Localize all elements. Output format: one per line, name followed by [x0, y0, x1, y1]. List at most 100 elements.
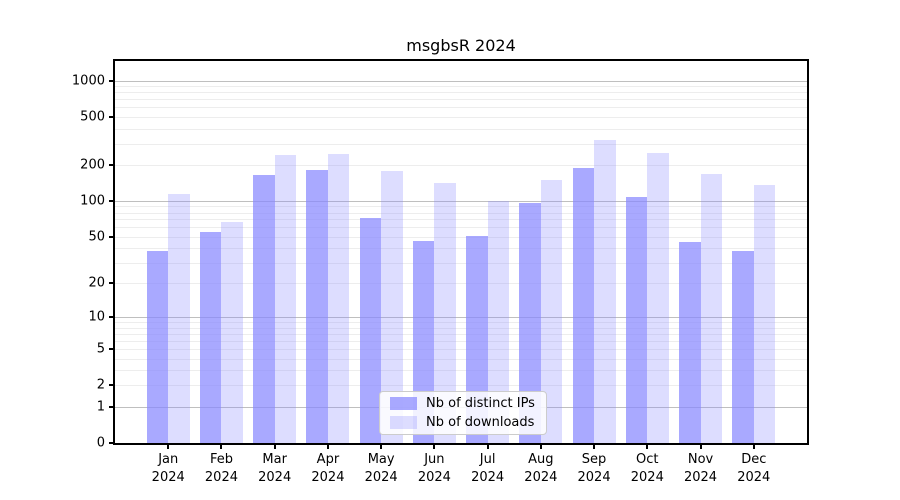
y-axis-tick-label: 1000: [71, 73, 105, 89]
y-axis-tick-mark: [109, 282, 113, 285]
y-axis-tick-label: 20: [88, 275, 105, 291]
gridline-minor: [115, 212, 807, 214]
y-axis-tick-label: 5: [96, 341, 105, 357]
gridline-minor: [115, 206, 807, 208]
bar-downloads-mar: [274, 155, 297, 443]
bar-downloads-jun: [434, 183, 456, 443]
gridline-minor: [115, 370, 807, 372]
bar-downloads-apr: [327, 153, 350, 443]
y-axis-tick-label: 10: [88, 309, 105, 325]
bar-downloads-may: [381, 170, 403, 443]
gridline-minor: [115, 143, 807, 145]
gridline-minor: [115, 358, 807, 360]
bar-downloads-dec: [753, 185, 776, 443]
bar-downloads-nov: [700, 173, 723, 443]
bar-ips-jan: [146, 250, 169, 443]
gridline-minor: [115, 349, 807, 351]
gridline-minor: [115, 86, 807, 88]
gridline-minor: [115, 322, 807, 324]
x-axis-tick-label: May 2024: [364, 452, 398, 485]
legend: Nb of distinct IPs Nb of downloads: [379, 391, 547, 435]
gridline-minor: [115, 327, 807, 329]
y-axis-tick-mark: [109, 235, 113, 238]
gridline-minor: [115, 236, 807, 238]
x-axis-tick-mark: [326, 445, 329, 449]
y-axis-tick-label: 2: [96, 377, 105, 393]
x-axis-tick-mark: [380, 445, 383, 449]
x-axis-tick-label: Oct 2024: [630, 452, 664, 485]
bar-ips-apr: [306, 170, 328, 443]
gridline-minor: [115, 340, 807, 342]
chart-title: msgbsR 2024: [406, 36, 516, 55]
gridline-minor: [115, 219, 807, 221]
x-axis-tick-mark: [486, 445, 489, 449]
y-axis-tick-mark: [109, 405, 113, 408]
x-axis-tick-mark: [273, 445, 276, 449]
legend-label-downloads: Nb of downloads: [426, 415, 535, 430]
y-axis-tick-mark: [109, 348, 113, 351]
gridline-minor: [115, 248, 807, 250]
x-axis-tick-label: Jul 2024: [471, 452, 505, 485]
x-axis-tick-mark: [752, 445, 755, 449]
y-axis-tick-label: 500: [80, 109, 105, 125]
y-axis-tick-label: 100: [80, 193, 105, 209]
y-axis-tick-mark: [109, 163, 113, 166]
x-axis-tick-mark: [699, 445, 702, 449]
y-axis-tick-label: 50: [88, 229, 105, 245]
bar-ips-sep: [572, 167, 595, 443]
bar-downloads-oct: [647, 153, 669, 443]
gridline-major: [115, 80, 807, 82]
bar-downloads-feb: [221, 221, 243, 443]
bar-ips-may: [359, 217, 382, 443]
bar-downloads-jul: [487, 200, 510, 443]
bar-ips-oct: [625, 196, 648, 443]
legend-item-downloads: Nb of downloads: [380, 414, 546, 431]
bar-ips-aug: [519, 203, 541, 443]
bar-ips-nov: [679, 242, 701, 443]
gridline-minor: [115, 99, 807, 101]
y-axis-tick-mark: [109, 384, 113, 387]
bar-downloads-aug: [540, 179, 563, 443]
plot-area: [113, 59, 809, 445]
x-axis-tick-mark: [220, 445, 223, 449]
bar-ips-dec: [732, 250, 754, 443]
x-axis-tick-label: Jun 2024: [417, 452, 451, 485]
x-axis-tick-mark: [433, 445, 436, 449]
y-axis-tick-mark: [109, 199, 113, 202]
gridline-minor: [115, 164, 807, 166]
gridline-major: [115, 317, 807, 319]
gridline-minor: [115, 227, 807, 229]
bar-ips-mar: [253, 174, 275, 443]
x-axis-tick-label: Sep 2024: [577, 452, 611, 485]
y-axis-tick-label: 0: [96, 435, 105, 451]
legend-item-distinct-ips: Nb of distinct IPs: [380, 395, 546, 412]
x-axis-tick-mark: [646, 445, 649, 449]
x-axis-tick-label: Apr 2024: [311, 452, 345, 485]
x-axis-tick-label: Dec 2024: [737, 452, 771, 485]
gridline-minor: [115, 283, 807, 285]
gridline-minor: [115, 333, 807, 335]
gridline-minor: [115, 385, 807, 387]
y-axis-tick-mark: [109, 316, 113, 319]
x-axis-tick-label: Nov 2024: [683, 452, 718, 485]
y-axis-tick-mark: [109, 442, 113, 444]
gridline-minor: [115, 116, 807, 118]
y-axis-tick-mark: [109, 115, 113, 118]
gridline-minor: [115, 107, 807, 109]
bar-downloads-sep: [594, 139, 616, 443]
x-axis-tick-label: Feb 2024: [204, 452, 238, 485]
legend-swatch-ips: [390, 397, 417, 410]
y-axis-tick-mark: [109, 79, 113, 82]
y-axis-tick-label: 1: [96, 399, 105, 415]
gridline-major: [115, 200, 807, 202]
bar-ips-feb: [199, 231, 222, 443]
y-axis-tick-label: 200: [80, 157, 105, 173]
gridline-minor: [115, 128, 807, 130]
x-axis-tick-mark: [167, 445, 170, 449]
legend-swatch-downloads: [390, 416, 417, 429]
x-axis-tick-label: Aug 2024: [524, 452, 558, 485]
gridline-minor: [115, 262, 807, 264]
legend-label-distinct-ips: Nb of distinct IPs: [426, 396, 535, 411]
x-axis-tick-mark: [539, 445, 542, 449]
